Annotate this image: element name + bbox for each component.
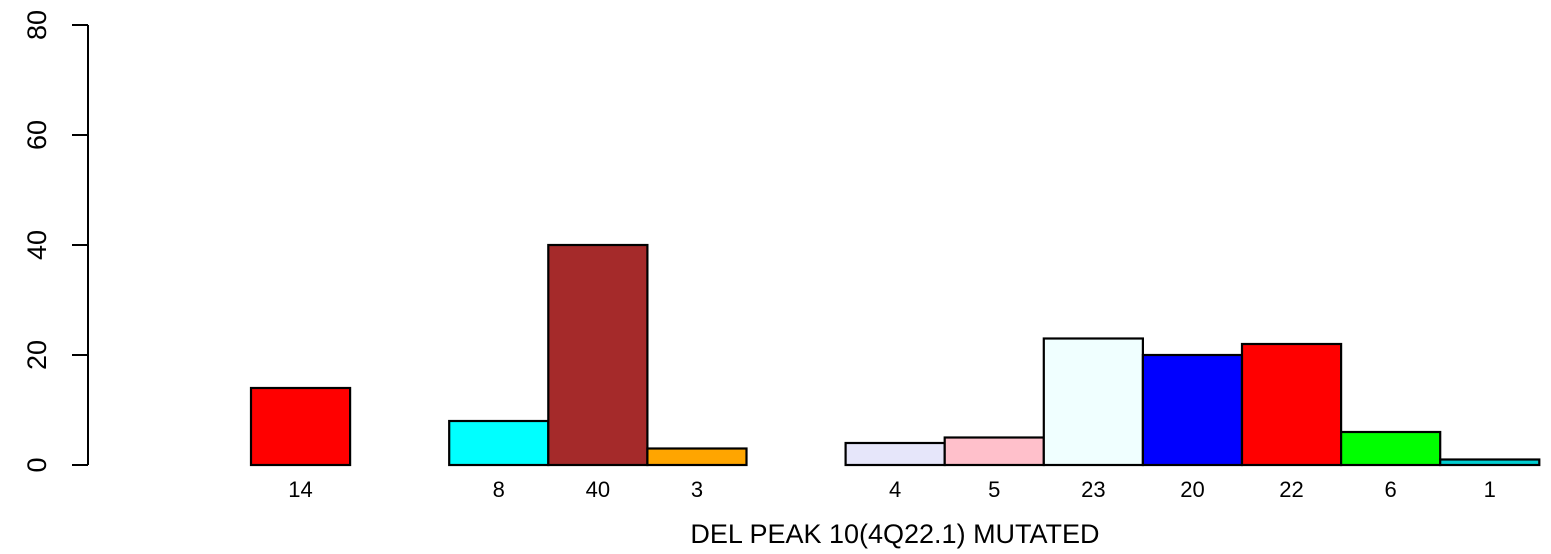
bar-value-label: 5 [988,477,1000,502]
y-axis: 0 20 40 60 80 [22,10,89,473]
bar-value-label: 40 [586,477,610,502]
bar-labels: 14 8 40 3 4 5 23 20 22 6 1 [288,477,1496,502]
bar [943,436,1045,467]
bar-value-label: 3 [691,477,703,502]
bar [1339,430,1442,467]
bar-value-label: 6 [1385,477,1397,502]
bar [1439,458,1541,467]
bar-value-label: 8 [493,477,505,502]
y-tick-label: 80 [22,10,52,40]
bar [646,447,748,467]
bar [448,419,550,467]
bar-value-label: 4 [889,477,901,502]
bar [249,386,352,467]
y-tick-label: 20 [22,340,52,370]
y-tick-label: 0 [22,457,52,472]
bar [1141,353,1244,467]
x-axis-title: DEL PEAK 10(4Q22.1) MUTATED [690,519,1099,549]
bars [249,243,1541,467]
bar-value-label: 20 [1180,477,1204,502]
bar-value-label: 22 [1279,477,1303,502]
y-tick-label: 40 [22,230,52,260]
bar [1240,342,1343,467]
y-tick-label: 60 [22,120,52,150]
bar-value-label: 14 [288,477,312,502]
bar-value-label: 23 [1081,477,1105,502]
bar-value-label: 1 [1484,477,1496,502]
bar [547,243,649,467]
bar [844,441,946,467]
bar [1042,337,1145,467]
